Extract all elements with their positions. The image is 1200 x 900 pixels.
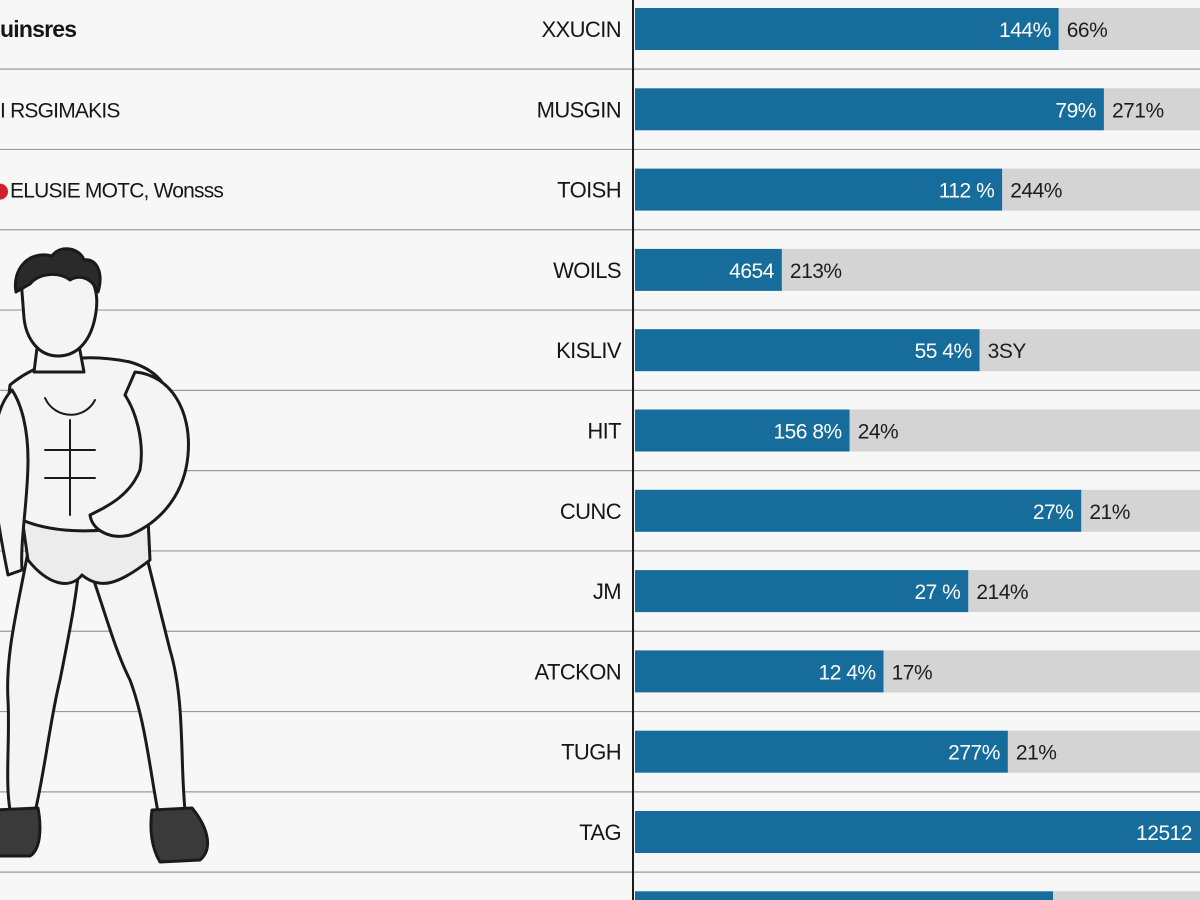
category-label: KISLIV <box>556 338 622 363</box>
bar-primary-value-label: 55 4% <box>915 340 972 363</box>
bar-primary-value-label: 12 4% <box>819 661 876 684</box>
bar-secondary <box>979 329 1200 372</box>
annotation-text: I RSGIMAKIS <box>0 99 120 122</box>
bar-secondary <box>968 570 1200 613</box>
bar-primary-value-label: 4654 <box>729 260 775 283</box>
category-label: TAG <box>579 820 621 845</box>
bar-primary <box>635 409 850 452</box>
bar-secondary-value-label: 66% <box>1067 19 1108 42</box>
annotation-text: ELUSIE MOTC, Wonsss <box>10 180 223 203</box>
bar-secondary-value-label: 24% <box>858 421 899 444</box>
bar-secondary-value-label: 3SY <box>988 340 1027 363</box>
bar-primary <box>635 891 1054 900</box>
bar-primary-value-label: 156 8% <box>773 421 841 444</box>
abs-lines <box>44 419 96 516</box>
bar-primary-value-label: 79% <box>1055 99 1096 122</box>
bar-primary <box>635 248 782 291</box>
bar-secondary <box>781 248 1200 291</box>
red-circle-icon <box>0 183 8 200</box>
annotation-text: uinsres <box>0 16 76 42</box>
bar-primary-value-label: 27 % <box>914 581 960 604</box>
bar-secondary-value-label: 17% <box>892 661 933 684</box>
category-label: WOILS <box>553 258 621 283</box>
bar-primary <box>635 570 969 613</box>
bodybuilder-illustration <box>0 247 210 864</box>
bar-primary <box>635 168 1003 211</box>
bar-secondary-value-label: 244% <box>1010 180 1062 203</box>
bar-secondary <box>1007 730 1200 773</box>
bar-primary-value-label: 144% <box>999 19 1051 42</box>
bar-secondary <box>1002 168 1200 211</box>
bar-primary-value-label: 27% <box>1033 501 1074 524</box>
bar-secondary-value-label: 21% <box>1016 742 1057 765</box>
category-label: XXUCIN <box>541 17 621 42</box>
bar-secondary <box>883 650 1200 693</box>
bar-primary <box>635 329 980 372</box>
bar-primary-value-label: 277% <box>948 742 1000 765</box>
left-shoe <box>0 806 42 858</box>
category-label: ATCKON <box>535 659 621 684</box>
category-label: HIT <box>587 419 621 444</box>
bar-primary <box>635 489 1082 532</box>
bar-secondary <box>849 409 1200 452</box>
bar-primary <box>635 730 1008 773</box>
bar-primary-value-label: 12512 <box>1136 822 1192 845</box>
bar-primary <box>635 8 1059 50</box>
category-label: JM <box>593 579 621 604</box>
bar-secondary-value-label: 271% <box>1112 99 1164 122</box>
bar-primary <box>635 811 1200 853</box>
chest-line <box>44 397 96 416</box>
category-label: TUGH <box>561 740 621 765</box>
bar-secondary-value-label: 21% <box>1089 501 1130 524</box>
right-shoe <box>149 806 210 864</box>
bar-secondary-value-label: 214% <box>976 581 1028 604</box>
bar-secondary-value-label: 213% <box>790 260 842 283</box>
hair <box>13 247 102 294</box>
bar-secondary <box>1053 891 1200 900</box>
bar-secondary <box>1081 489 1200 532</box>
bar-primary-value-label: 112 % <box>939 180 995 203</box>
bar-primary <box>635 88 1104 131</box>
left-arm <box>0 388 30 577</box>
bar-secondary <box>1103 88 1200 131</box>
category-label: MUSGIN <box>537 97 621 122</box>
category-label: TOISH <box>557 178 621 203</box>
bar-primary <box>635 650 884 693</box>
bar-secondary <box>1058 8 1200 50</box>
right-arm <box>88 370 190 538</box>
category-label: CUNC <box>560 499 622 524</box>
